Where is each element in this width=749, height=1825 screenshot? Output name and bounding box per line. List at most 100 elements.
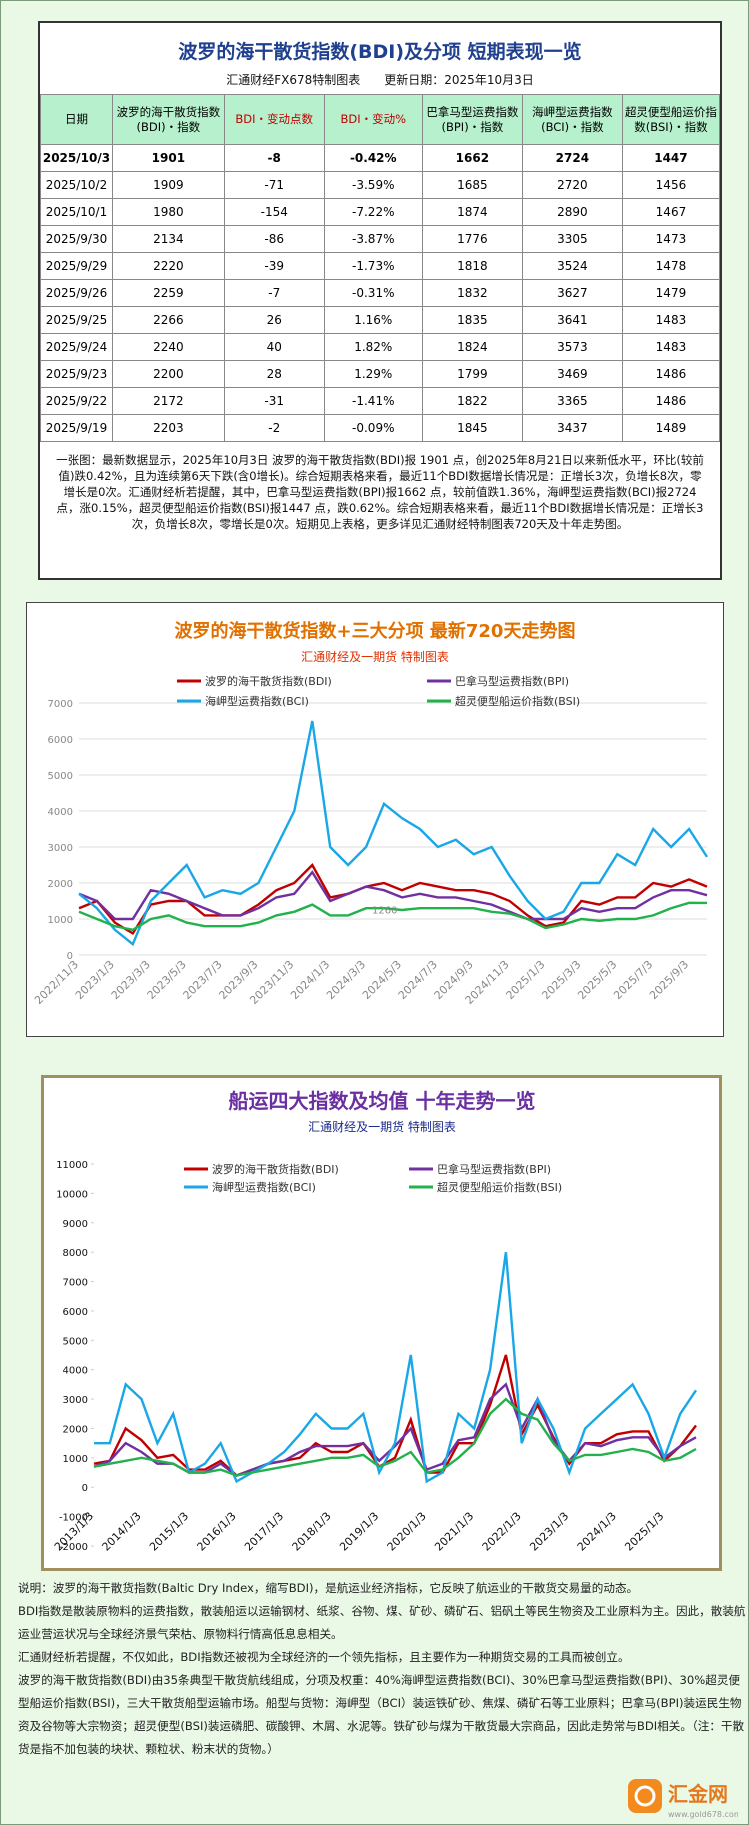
logo-url: www.gold678.com (668, 1810, 738, 1819)
y-tick-label: 1000 (48, 915, 73, 926)
header-cell: BDI・变动点数 (223, 94, 325, 145)
table-cell: 1835 (421, 306, 523, 334)
table-row: 2025/10/2 1909 -71 -3.59% 1685 2720 1456 (40, 171, 721, 199)
table-row: 2025/9/24 2240 40 1.82% 1824 3573 1483 (40, 333, 721, 361)
table-cell: 1685 (421, 171, 523, 199)
chart-panel: 波罗的海干散货指数+三大分项 最新720天走势图汇通财经及一期货 特制图表 0 10… (26, 602, 724, 1037)
table-cell: -3.87% (323, 225, 423, 253)
table-cell: 1.82% (323, 333, 423, 361)
data-table: 日期 波罗的海干散货指数(BDI)・指数 BDI・变动点数 BDI・变动% 巴拿马型运费… (40, 94, 721, 442)
table-cell: 1832 (421, 279, 523, 307)
legend-label: 海岬型运费指数(BCI) (205, 694, 309, 708)
table-cell: 2025/9/22 (40, 387, 113, 415)
table-cell: 1483 (621, 333, 721, 361)
note: 波罗的海干散货指数(BDI)由35条典型干散货航线组成，分项及权重：40%海岬型… (18, 1673, 745, 1756)
series-line (93, 1397, 697, 1477)
table-cell: 3573 (521, 333, 623, 361)
header-cell: 波罗的海干散货指数(BDI)・指数 (111, 94, 225, 145)
y-tick-label: 6000 (63, 1307, 88, 1318)
header-cell: 海岬型运费指数(BCI)・指数 (521, 94, 623, 145)
table-cell: 2025/9/29 (40, 252, 113, 280)
table-cell: -8 (223, 144, 325, 172)
table-cell: 2025/9/25 (40, 306, 113, 334)
table-cell: 1824 (421, 333, 523, 361)
table-cell: 26 (223, 306, 325, 334)
x-tick-label: 2022/1/3 (480, 1510, 524, 1554)
table-cell: -154 (223, 198, 325, 226)
y-tick-label: 3000 (63, 1395, 88, 1406)
table-cell: 1486 (621, 360, 721, 388)
table-cell: 1874 (421, 198, 523, 226)
table-cell: 1.16% (323, 306, 423, 334)
table-cell: 2724 (521, 144, 623, 172)
table-cell: 2025/9/23 (40, 360, 113, 388)
y-tick-label: 2000 (48, 879, 73, 890)
table-cell: 2134 (111, 225, 225, 253)
table-cell: 1980 (111, 198, 225, 226)
table-cell: 2025/9/26 (40, 279, 113, 307)
series-line (78, 720, 709, 947)
x-tick-label: 2020/1/3 (385, 1510, 429, 1554)
table-cell: 1478 (621, 252, 721, 280)
table-cell: 1489 (621, 414, 721, 442)
table-cell: 40 (223, 333, 325, 361)
series-line (78, 870, 708, 921)
chart-subtitle: 汇通财经及一期货 特制图表 (301, 649, 449, 664)
y-tick-label: 0 (67, 951, 73, 962)
table-cell: 1.29% (323, 360, 423, 388)
y-tick-label: 4000 (63, 1366, 88, 1377)
x-tick-label: 2023/1/3 (527, 1510, 571, 1554)
table-cell: 2025/9/30 (40, 225, 113, 253)
table-cell: 1467 (621, 198, 721, 226)
table-row: 2025/10/3 1901 -8 -0.42% 1662 2724 1447 (40, 144, 721, 172)
series-line (78, 901, 708, 932)
header-cell: BDI・变动% (323, 94, 423, 145)
header-cell: 巴拿马型运费指数(BPI)・指数 (421, 94, 523, 145)
x-tick-label: 2024/1/3 (575, 1510, 619, 1554)
source: 汇通财经FX678特制图表 (226, 73, 361, 87)
table-cell: 1473 (621, 225, 721, 253)
y-tick-label: 2000 (63, 1424, 88, 1435)
table-cell: 2025/10/1 (40, 198, 113, 226)
table-cell: 1822 (421, 387, 523, 415)
table-cell: -7.22% (323, 198, 423, 226)
notes: 说明：波罗的海干散货指数(Baltic Dry Index，缩写BDI)，是航运… (18, 1577, 746, 1761)
table-cell: 2259 (111, 279, 225, 307)
note: BDI指数是散装原物料的运费指数，散装船运以运输钢材、纸浆、谷物、煤、矿砂、磷矿… (18, 1604, 746, 1641)
table-cell: 2025/9/19 (40, 414, 113, 442)
table-cell: 1901 (111, 144, 225, 172)
x-tick-label: 2022/11/3 (32, 958, 81, 1007)
y-tick-label: 5000 (48, 771, 73, 782)
table-cell: 3627 (521, 279, 623, 307)
y-tick-label: 6000 (48, 735, 73, 746)
note: 汇通财经析若提醒，不仅如此，BDI指数还被视为全球经济的一个领先指标，且主要作为… (18, 1650, 630, 1664)
table-cell: 1447 (621, 144, 721, 172)
table-cell: 3524 (521, 252, 623, 280)
table-row: 2025/9/23 2200 28 1.29% 1799 3469 1486 (40, 360, 721, 388)
table-cell: -0.09% (323, 414, 423, 442)
legend-label: 波罗的海干散货指数(BDI) (205, 674, 332, 688)
table-row: 2025/9/19 2203 -2 -0.09% 1845 3437 1489 (40, 414, 721, 442)
table-cell: 2200 (111, 360, 225, 388)
chart-title: 波罗的海干散货指数+三大分项 最新720天走势图 (175, 620, 576, 642)
x-tick-label: 2025/9/3 (647, 958, 691, 1002)
legend-label: 巴拿马型运费指数(BPI) (455, 674, 569, 688)
table-cell: 1845 (421, 414, 523, 442)
x-tick-label: 2016/1/3 (195, 1510, 239, 1554)
y-tick-label: 10000 (56, 1189, 88, 1200)
y-tick-label: -2000 (59, 1542, 88, 1553)
table-cell: 1486 (621, 387, 721, 415)
x-tick-label: 2019/1/3 (337, 1510, 381, 1554)
table-cell: 2025/10/3 (40, 144, 113, 172)
table-cell: 2240 (111, 333, 225, 361)
table-cell: 2890 (521, 198, 623, 226)
x-tick-label: 2017/1/3 (242, 1510, 286, 1554)
x-tick-label: 2021/1/3 (432, 1510, 476, 1554)
table-cell: 1799 (421, 360, 523, 388)
table-cell: 2172 (111, 387, 225, 415)
table-cell: 2025/10/2 (40, 171, 113, 199)
table-row: 2025/9/30 2134 -86 -3.87% 1776 3305 1473 (40, 225, 721, 253)
logo-name: 汇金网 (668, 1782, 728, 1806)
